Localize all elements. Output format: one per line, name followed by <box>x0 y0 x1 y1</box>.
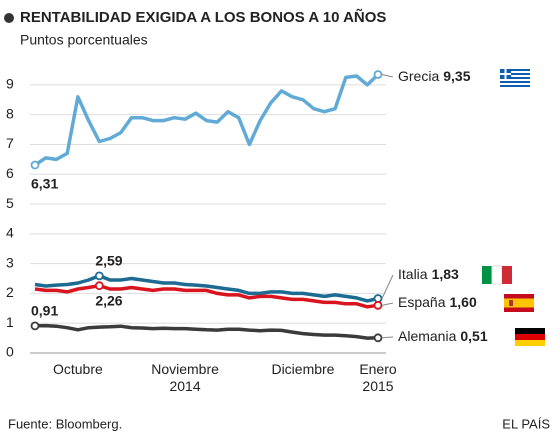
end-label: Alemania 0,51 <box>398 328 488 344</box>
flag-greece <box>500 69 530 87</box>
series-line <box>34 283 379 309</box>
value-label: 1,60 <box>449 294 476 310</box>
series-name: Grecia <box>398 68 439 84</box>
source: Fuente: Bloomberg. <box>8 416 122 431</box>
point-marker <box>94 271 104 281</box>
series-name: España <box>398 294 446 310</box>
y-tick-label: 5 <box>6 195 14 211</box>
leader-line <box>381 302 394 306</box>
chart-subtitle: Puntos porcentuales <box>20 32 148 48</box>
y-tick-label: 7 <box>6 135 14 151</box>
leader-line <box>381 336 394 339</box>
series-line <box>34 323 379 340</box>
flag-germany <box>515 328 545 346</box>
y-tick-label: 2 <box>6 284 14 300</box>
point-marker <box>94 281 104 291</box>
series-name: Italia <box>398 266 428 282</box>
end-label: España 1,60 <box>398 294 477 310</box>
value-label: 2,59 <box>95 253 122 269</box>
credit: EL PAÍS <box>502 416 550 431</box>
end-label: Grecia 9,35 <box>398 68 471 84</box>
series-name: Alemania <box>398 328 457 344</box>
y-tick-label: 4 <box>6 225 14 241</box>
point-marker <box>373 333 383 343</box>
value-label: 0,51 <box>460 328 487 344</box>
y-tick-label: 1 <box>6 314 14 330</box>
value-label: 6,31 <box>31 176 58 192</box>
x-tick-label: Enero 2015 <box>359 361 397 394</box>
flag-spain <box>504 294 534 312</box>
value-label: 1,83 <box>432 266 459 282</box>
x-tick-label: Noviembre 2014 <box>151 361 219 394</box>
leader-line <box>381 73 394 78</box>
y-tick-label: 9 <box>6 76 14 92</box>
y-tick-label: 0 <box>6 344 14 360</box>
leader-line <box>381 274 394 299</box>
series-line <box>34 274 379 303</box>
chart-title: RENTABILIDAD EXIGIDA A LOS BONOS A 10 AÑ… <box>20 8 386 26</box>
point-marker <box>373 70 383 79</box>
point-marker <box>30 321 40 331</box>
end-label: Italia 1,83 <box>398 266 459 282</box>
x-tick-label: Diciembre <box>271 361 335 377</box>
value-label: 0,91 <box>31 303 58 319</box>
y-tick-label: 3 <box>6 254 14 270</box>
value-label: 9,35 <box>443 68 470 84</box>
value-label: 2,26 <box>95 292 122 308</box>
flag-italy <box>482 265 512 285</box>
y-tick-label: 6 <box>6 165 14 181</box>
title-bullet <box>4 13 14 23</box>
point-marker <box>30 160 40 170</box>
point-marker <box>373 300 383 310</box>
y-tick-label: 8 <box>6 105 14 121</box>
point-marker <box>373 294 383 303</box>
series-line <box>34 73 380 167</box>
x-tick-label: Octubre <box>52 361 103 377</box>
